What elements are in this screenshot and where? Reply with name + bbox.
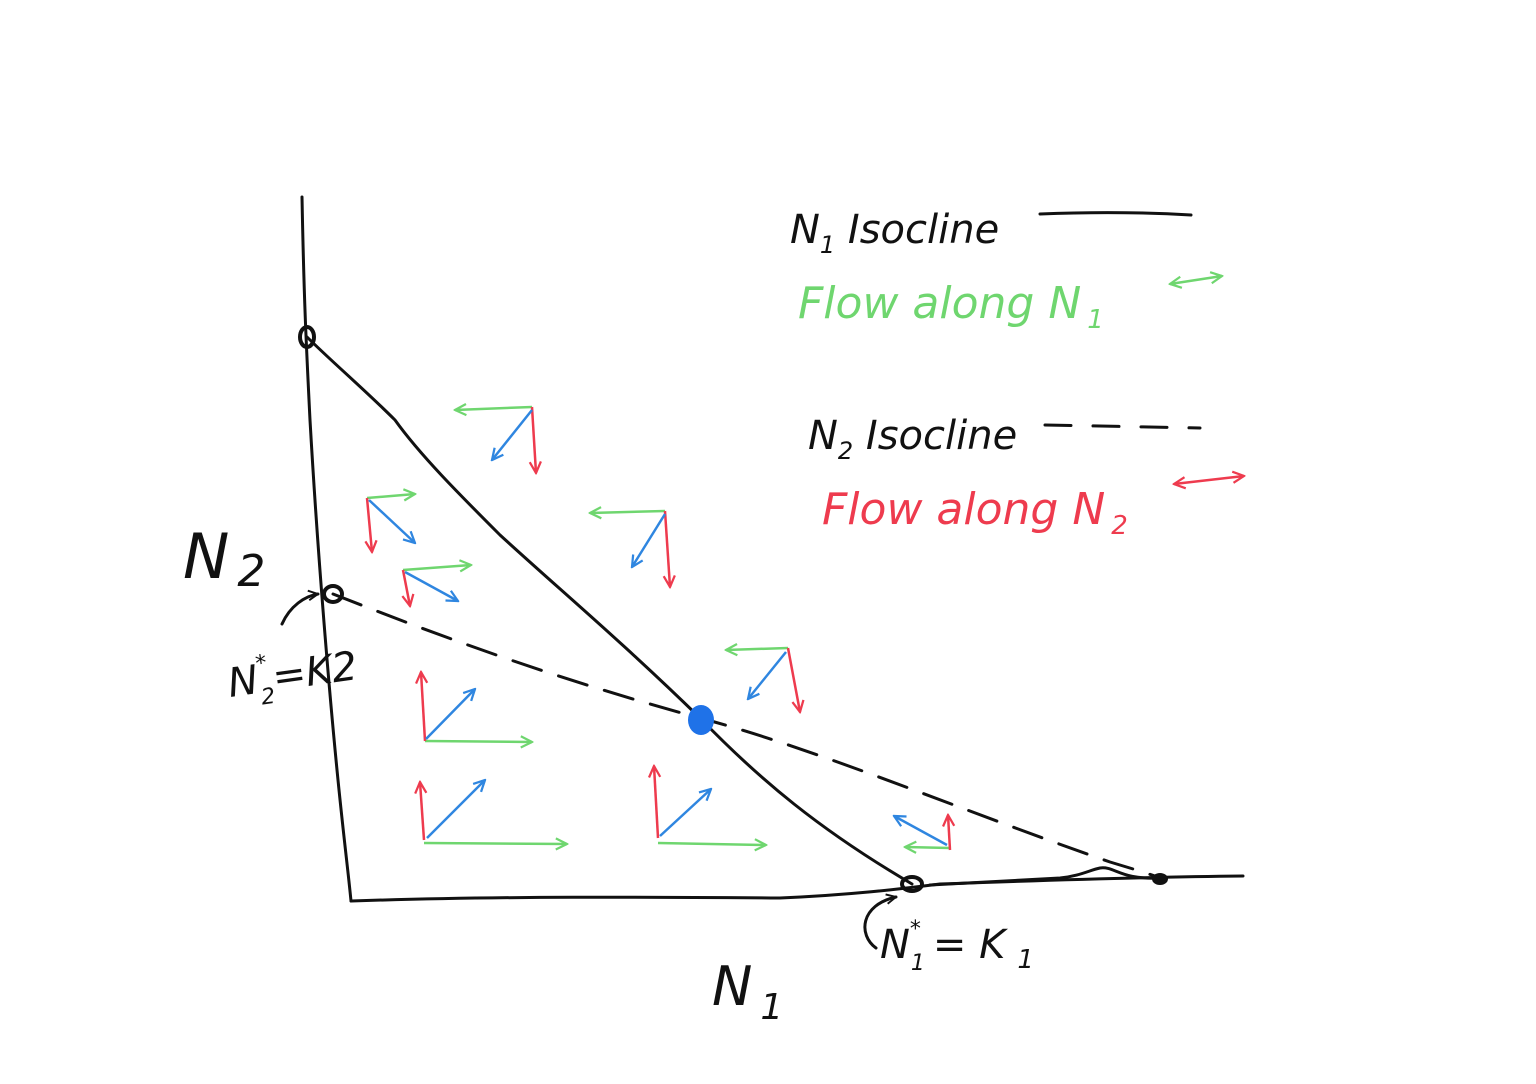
n1-isocline-line [305, 335, 914, 886]
resultant-vector [492, 409, 533, 460]
resultant-vector [632, 513, 667, 567]
legend-flow-n2-arrow-icon [1174, 476, 1244, 484]
equilibrium-point-n1-axis [1152, 873, 1168, 885]
x-axis [349, 874, 1245, 903]
legend-n1-isocline-label: N1 Isocline [790, 207, 999, 259]
flow-n2-vector [367, 497, 372, 552]
flow-n1-vector [424, 741, 532, 742]
flow-n1-vector [423, 843, 567, 844]
isocline-crossing-squiggle [928, 866, 1162, 887]
flow-n2-vector [421, 672, 425, 742]
flow-vectors-lower-mid [654, 766, 766, 845]
legend-solid-line-sample [1038, 211, 1193, 217]
resultant-vector [426, 780, 485, 839]
resultant-vector [748, 651, 787, 699]
flow-vectors-left-upper [367, 494, 415, 552]
flow-n2-vector [420, 782, 424, 841]
resultant-vector [894, 816, 948, 847]
flow-vectors-right [726, 648, 800, 712]
n2-isocline-line [331, 592, 1162, 880]
flow-n1-vector [657, 843, 766, 845]
equilibrium-point-k2 [322, 584, 344, 604]
flow-vectors-upper-mid [590, 511, 670, 587]
resultant-vector [425, 689, 475, 740]
flow-n2-vector [786, 647, 800, 712]
y-axis [300, 195, 353, 903]
k2-annotation: N*2=K2 [224, 638, 361, 715]
legend-n2-isocline-label: N2 Isocline [808, 413, 1017, 465]
flow-n2-vector [532, 406, 536, 473]
flow-n2-vector [948, 815, 950, 851]
resultant-vector [404, 570, 458, 601]
equilibrium-point-n2-axis [298, 325, 316, 349]
flow-n1-vector [905, 847, 951, 848]
coexistence-equilibrium-point [688, 705, 714, 735]
flow-n1-vector [366, 494, 415, 498]
k2-pointer-arrow [280, 594, 318, 626]
flow-vectors-lower-left-1 [421, 672, 532, 742]
resultant-vector [368, 499, 415, 543]
legend-flow-n1-arrow-icon [1170, 276, 1222, 284]
flow-n2-vector [403, 569, 410, 606]
flow-n2-vector [654, 766, 658, 839]
flow-vectors-lower-left-2 [420, 780, 567, 844]
k1-pointer-arrow [863, 897, 896, 950]
resultant-vector [659, 789, 711, 837]
legend-dashed-line-sample [1043, 423, 1202, 430]
flow-n2-vector [665, 510, 670, 587]
flow-n1-vector [402, 565, 471, 570]
equilibrium-point-k1 [900, 875, 924, 893]
flow-n1-vector [455, 407, 533, 410]
flow-n1-vector [726, 648, 789, 650]
flow-vectors-left-mid [403, 565, 471, 606]
flow-n1-vector [590, 511, 666, 513]
flow-vectors-upper-left [455, 407, 536, 473]
flow-vectors-lower-right [894, 815, 950, 850]
